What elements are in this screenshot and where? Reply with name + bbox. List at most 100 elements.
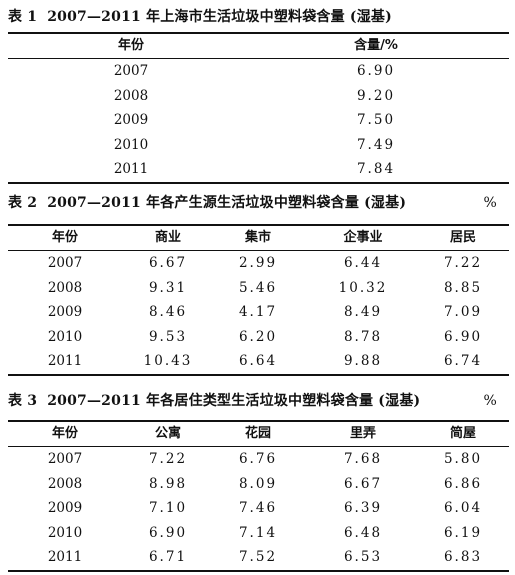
table3-cell: 7.52 <box>238 549 278 565</box>
table2-cell: 6.90 <box>443 328 483 345</box>
table2-cell: 2010 <box>47 328 83 345</box>
table-row: 2007 6.67 2.99 6.44 7.22 <box>8 251 509 276</box>
table1-cell-year: 2008 <box>113 87 149 104</box>
table-row: 2008 9.20 <box>8 84 509 109</box>
table1-header-year: 年份 <box>117 38 144 53</box>
table-row: 2008 8.98 8.09 6.67 6.86 <box>8 472 509 497</box>
table-row: 2009 7.50 <box>8 108 509 133</box>
table1-cell-year: 2009 <box>113 112 149 128</box>
table2-cell: 6.64 <box>238 353 278 369</box>
table3-cell: 6.53 <box>343 549 383 565</box>
table3-cell: 7.68 <box>343 451 383 467</box>
table-row: 2009 8.46 4.17 8.49 7.09 <box>8 300 509 325</box>
table1-header-row: 年份 含量/% <box>8 34 509 59</box>
table3-cell: 6.86 <box>443 475 483 492</box>
table3-cell: 5.80 <box>443 451 483 467</box>
table3-header-row: 年份 公寓 花园 里弄 简屋 <box>8 422 509 447</box>
table3-cell: 6.67 <box>343 475 383 492</box>
table-row: 2008 9.31 5.46 10.32 8.85 <box>8 276 509 301</box>
table-row: 2011 7.84 <box>8 157 509 182</box>
table2-cell: 6.67 <box>148 255 188 271</box>
table2-caption: 表 2 2007—2011 年各产生源生活垃圾中塑料袋含量 (湿基) % <box>8 192 509 214</box>
table3-cell: 2007 <box>47 451 83 467</box>
table3-header-year: 年份 <box>51 426 78 441</box>
table2-cell: 9.53 <box>148 328 188 345</box>
table3-cell: 6.04 <box>443 500 483 516</box>
table2: 年份 商业 集市 企事业 居民 2007 6.67 2.99 6.44 7.22… <box>8 224 509 376</box>
table-row: 2011 6.71 7.52 6.53 6.83 <box>8 545 509 570</box>
table1: 年份 含量/% 2007 6.90 2008 9.20 2009 7.50 20… <box>8 32 509 184</box>
table3-cell: 6.90 <box>148 524 188 541</box>
table2-header-row: 年份 商业 集市 企事业 居民 <box>8 226 509 251</box>
table2-cell: 5.46 <box>238 279 278 296</box>
table2-caption-title: 2007—2011 年各产生源生活垃圾中塑料袋含量 (湿基) <box>47 195 407 211</box>
table-row: 2010 7.49 <box>8 133 509 158</box>
table3-cell: 8.98 <box>148 475 188 492</box>
table2-cell: 9.88 <box>343 353 383 369</box>
table3-cell: 6.76 <box>238 451 278 467</box>
table1-caption-number: 表 1 <box>8 9 38 25</box>
table3-cell: 6.19 <box>443 524 483 541</box>
table2-header-market: 集市 <box>244 230 271 245</box>
table3-header-lane: 里弄 <box>349 426 376 441</box>
table1-cell-value: 7.50 <box>356 112 396 128</box>
table2-cell: 8.49 <box>343 304 383 320</box>
table2-cell: 4.17 <box>238 304 278 320</box>
table2-header-commercial: 商业 <box>154 230 181 245</box>
table2-caption-unit: % <box>483 195 497 211</box>
table3-cell: 7.22 <box>148 451 188 467</box>
table3-caption-number: 表 3 <box>8 393 38 409</box>
table1-cell-year: 2007 <box>113 63 149 79</box>
table-row: 2007 6.90 <box>8 59 509 84</box>
table3-cell: 2008 <box>47 475 83 492</box>
table2-caption-number: 表 2 <box>8 195 38 211</box>
table3-caption-unit: % <box>483 393 497 409</box>
table2-cell: 2007 <box>47 255 83 271</box>
table2-cell: 8.46 <box>148 304 188 320</box>
table3-cell: 6.48 <box>343 524 383 541</box>
table2-cell: 8.78 <box>343 328 383 345</box>
table3-caption: 表 3 2007—2011 年各居住类型生活垃圾中塑料袋含量 (湿基) % <box>8 390 509 412</box>
table2-cell: 6.44 <box>343 255 383 271</box>
table2-cell: 10.43 <box>143 353 193 369</box>
table3-cell: 6.71 <box>148 549 188 565</box>
table3-header-simple-house: 简屋 <box>449 426 476 441</box>
table1-cell-value: 7.49 <box>356 136 396 153</box>
table2-header-institution: 企事业 <box>343 230 383 245</box>
table1-caption-title: 2007—2011 年上海市生活垃圾中塑料袋含量 (湿基) <box>47 9 392 25</box>
table2-cell: 2009 <box>47 304 83 320</box>
table3-cell: 7.14 <box>238 524 278 541</box>
table3: 年份 公寓 花园 里弄 简屋 2007 7.22 6.76 7.68 5.80 … <box>8 420 509 572</box>
table2-cell: 7.22 <box>443 255 483 271</box>
table3-header-garden: 花园 <box>244 426 271 441</box>
table2-cell: 2008 <box>47 279 83 296</box>
table1-header-content: 含量/% <box>354 38 398 53</box>
table1-caption: 表 1 2007—2011 年上海市生活垃圾中塑料袋含量 (湿基) <box>8 6 509 28</box>
table3-cell: 7.46 <box>238 500 278 516</box>
table1-cell-year: 2010 <box>113 136 149 153</box>
table1-cell-value: 6.90 <box>356 63 396 79</box>
table1-cell-value: 7.84 <box>356 161 396 177</box>
table2-header-resident: 居民 <box>449 230 476 245</box>
table3-cell: 6.83 <box>443 549 483 565</box>
table3-caption-title: 2007—2011 年各居住类型生活垃圾中塑料袋含量 (湿基) <box>47 393 421 409</box>
table2-cell: 2.99 <box>238 255 278 271</box>
table1-cell-value: 9.20 <box>356 87 396 104</box>
table3-cell: 2011 <box>47 549 83 565</box>
table3-cell: 7.10 <box>148 500 188 516</box>
table3-cell: 6.39 <box>343 500 383 516</box>
table3-cell: 2010 <box>47 524 83 541</box>
table2-cell: 6.74 <box>443 353 483 369</box>
table3-cell: 8.09 <box>238 475 278 492</box>
table2-cell: 8.85 <box>443 279 483 296</box>
table1-cell-year: 2011 <box>113 161 149 177</box>
table-row: 2010 9.53 6.20 8.78 6.90 <box>8 325 509 350</box>
table2-cell: 7.09 <box>443 304 483 320</box>
table3-header-apartment: 公寓 <box>154 426 181 441</box>
table-row: 2009 7.10 7.46 6.39 6.04 <box>8 496 509 521</box>
table-row: 2011 10.43 6.64 9.88 6.74 <box>8 349 509 374</box>
table2-header-year: 年份 <box>51 230 78 245</box>
table2-cell: 10.32 <box>338 279 388 296</box>
table2-cell: 2011 <box>47 353 83 369</box>
